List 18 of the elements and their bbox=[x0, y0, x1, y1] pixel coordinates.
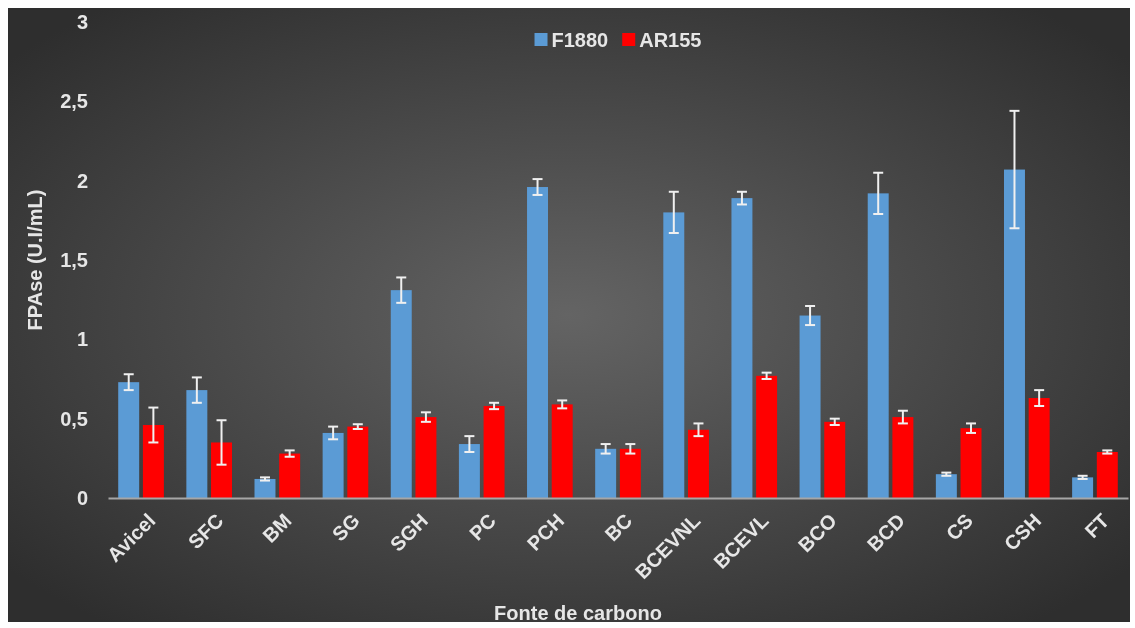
x-tick-label: PC bbox=[464, 509, 501, 545]
legend-label: AR155 bbox=[639, 29, 702, 51]
y-tick-label: 1 bbox=[76, 328, 88, 351]
x-tick-label: FT bbox=[1080, 509, 1114, 543]
x-tick-label: CS bbox=[941, 509, 978, 545]
x-tick-label: SFC bbox=[183, 509, 228, 554]
legend-label: F1880 bbox=[551, 29, 609, 51]
x-tick-label: BC bbox=[600, 509, 637, 546]
y-tick-label: 0 bbox=[76, 486, 88, 509]
y-tick-label: 1,5 bbox=[60, 248, 88, 271]
y-tick-label: 0,5 bbox=[60, 407, 88, 430]
y-tick-label: 2,5 bbox=[60, 90, 88, 113]
x-tick-label: SG bbox=[327, 509, 364, 546]
y-axis-title: FPAse (U.I/mL) bbox=[24, 189, 46, 331]
y-tick-label: 3 bbox=[76, 10, 88, 33]
y-tick-label: 2 bbox=[76, 169, 88, 192]
x-axis-title: Fonte de carbono bbox=[494, 602, 662, 624]
x-tick-label: BM bbox=[258, 509, 296, 547]
